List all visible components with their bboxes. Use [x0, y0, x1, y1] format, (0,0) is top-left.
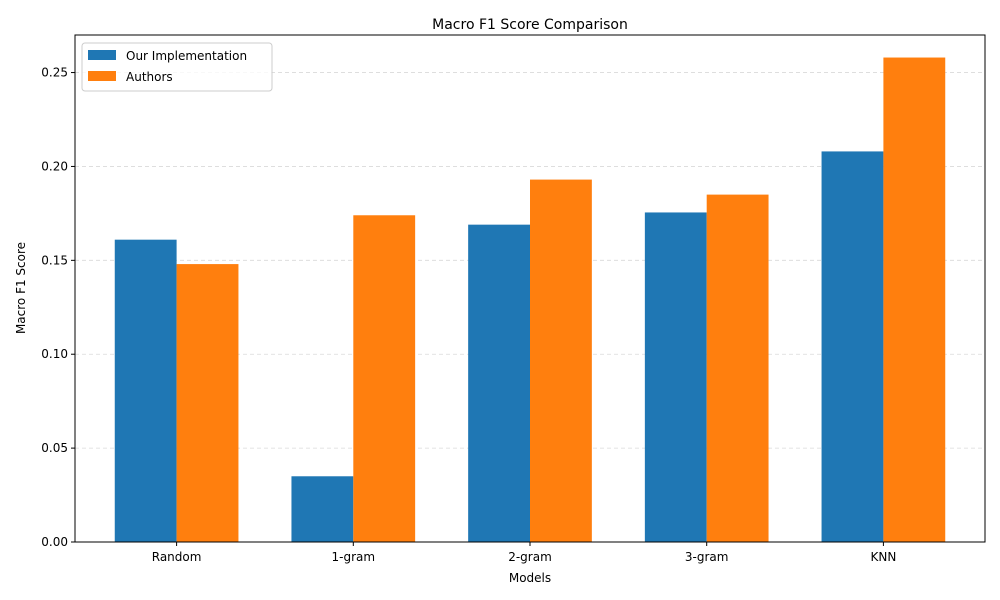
bar-our-implementation	[644, 212, 707, 542]
y-tick-label: 0.15	[41, 253, 68, 267]
legend-box	[81, 42, 273, 92]
y-tick-label: 0.00	[41, 535, 68, 549]
legend: Our Implementation Authors	[81, 42, 273, 92]
x-tick-label: 2-gram	[508, 550, 552, 564]
y-tick-label: 0.25	[41, 66, 68, 80]
bar-authors	[353, 215, 416, 542]
y-axis: 0.00 0.05 0.10 0.15 0.20 0.25	[41, 66, 75, 549]
y-tick-label: 0.20	[41, 159, 68, 173]
legend-label: Authors	[126, 70, 173, 84]
legend-swatch	[88, 50, 116, 60]
bar-authors	[176, 264, 239, 542]
x-axis-label: Models	[509, 571, 551, 585]
x-axis: Random 1-gram 2-gram 3-gram KNN	[152, 542, 896, 564]
bar-our-implementation	[114, 239, 177, 542]
y-tick-label: 0.05	[41, 441, 68, 455]
x-tick-label: Random	[152, 550, 202, 564]
bar-authors	[530, 179, 592, 543]
x-tick-label: 3-gram	[685, 550, 729, 564]
y-axis-label: Macro F1 Score	[14, 242, 28, 334]
bar-authors	[883, 57, 946, 543]
bar-our-implementation	[821, 151, 884, 542]
bar-our-implementation	[468, 224, 530, 542]
legend-swatch	[88, 71, 116, 81]
x-tick-label: 1-gram	[332, 550, 376, 564]
legend-label: Our Implementation	[126, 49, 247, 63]
bars	[114, 57, 946, 543]
x-tick-label: KNN	[870, 550, 896, 564]
chart-title: Macro F1 Score Comparison	[432, 17, 628, 33]
y-tick-label: 0.10	[41, 347, 68, 361]
bar-our-implementation	[291, 476, 354, 542]
bar-authors	[706, 194, 769, 542]
